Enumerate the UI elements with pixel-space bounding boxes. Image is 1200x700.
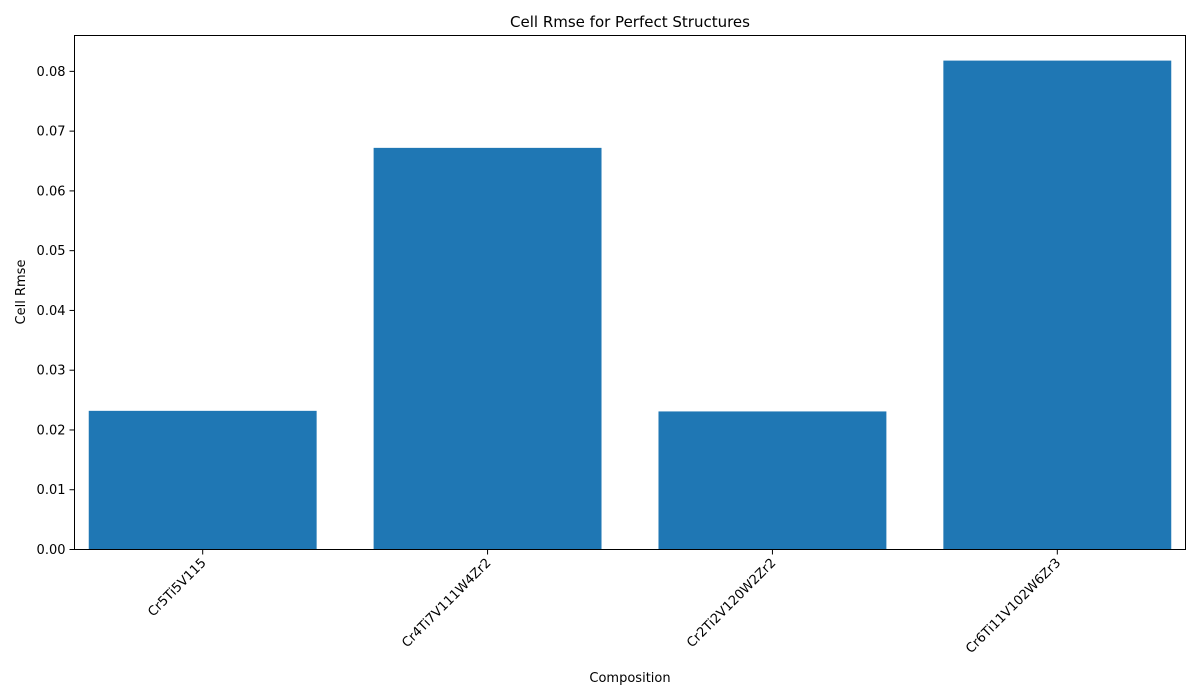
y-tick-label: 0.07 (37, 125, 66, 140)
x-tick-label: Cr5Ti5V115 (145, 556, 209, 620)
y-tick-label: 0.03 (37, 364, 66, 379)
bar (943, 60, 1172, 550)
bar (373, 147, 602, 550)
y-tick-label: 0.08 (37, 65, 66, 80)
x-tick-label: Cr2Ti2V120W2Zr2 (684, 556, 779, 651)
bar (88, 410, 317, 550)
chart-title: Cell Rmse for Perfect Structures (510, 13, 750, 31)
x-tick-label: Cr4Ti7V111W4Zr2 (399, 556, 494, 651)
y-tick-label: 0.01 (37, 483, 66, 498)
y-tick-label: 0.04 (37, 304, 66, 319)
y-tick-label: 0.00 (37, 543, 66, 558)
y-axis-label: Cell Rmse (14, 260, 29, 325)
x-axis-ticks: Cr5Ti5V115 Cr4Ti7V111W4Zr2 Cr2Ti2V120W2Zr2… (145, 549, 1064, 657)
y-tick-label: 0.06 (37, 184, 66, 199)
bar-series (88, 60, 1172, 550)
y-tick-label: 0.02 (37, 423, 66, 438)
plot-frame (74, 35, 1186, 550)
x-tick-label: Cr6Ti11V102W6Zr3 (963, 556, 1064, 657)
y-tick-label: 0.05 (37, 244, 66, 259)
y-axis-ticks: 0.00 0.01 0.02 0.03 0.04 0.05 0.06 0.07 0.08 (37, 65, 75, 558)
x-axis-label: Composition (589, 671, 670, 686)
bar (658, 411, 887, 550)
